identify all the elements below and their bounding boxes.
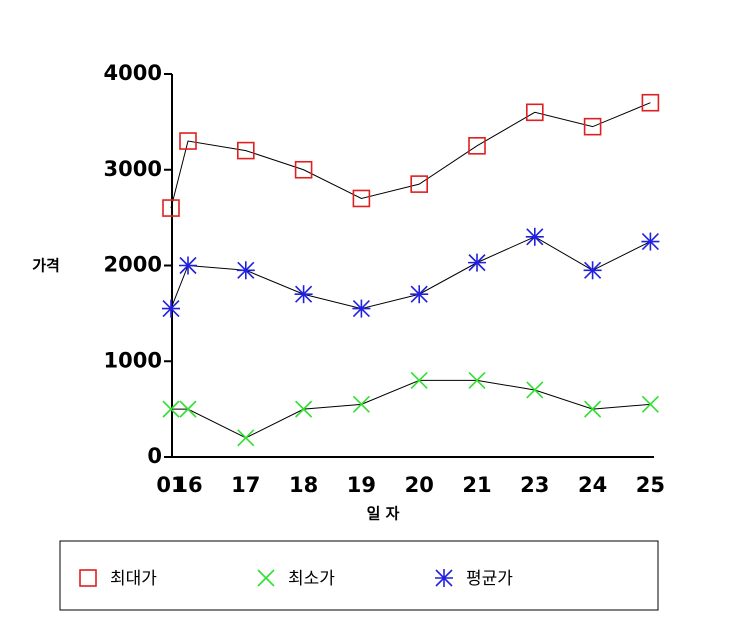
x-tick-label: 16 — [173, 473, 202, 497]
x-tick-label: 24 — [578, 473, 607, 497]
marker — [410, 371, 428, 389]
marker-square — [294, 160, 313, 179]
y-tick-label: 1000 — [104, 348, 162, 372]
marker — [583, 117, 602, 136]
marker — [237, 141, 255, 160]
series-line — [170, 102, 651, 209]
x-tick-label: 17 — [231, 473, 260, 497]
y-tick-label: 2000 — [104, 253, 162, 277]
marker-stroke — [295, 400, 313, 418]
marker — [179, 132, 197, 150]
y-tick-label: 3000 — [104, 157, 162, 181]
x-tick-label: 01 — [156, 473, 185, 497]
series-line — [171, 379, 651, 439]
legend-marker — [435, 569, 453, 587]
marker — [79, 569, 97, 587]
marker-square — [237, 141, 255, 160]
y-axis-label: 가격 — [32, 257, 60, 275]
x-tick-label: 19 — [347, 473, 376, 497]
marker-stroke — [641, 395, 659, 413]
legend-box — [59, 540, 659, 611]
marker — [179, 400, 197, 418]
marker — [435, 569, 453, 587]
marker-square — [583, 117, 602, 136]
y-tick-label: 0 — [147, 444, 162, 468]
marker — [468, 137, 486, 155]
marker-square — [162, 199, 180, 217]
marker — [352, 189, 371, 208]
marker — [237, 429, 255, 447]
marker-square — [79, 569, 97, 587]
marker-square — [352, 189, 371, 208]
legend-marker — [79, 569, 97, 587]
marker-stroke — [179, 400, 197, 418]
marker-square — [525, 103, 544, 122]
marker — [162, 299, 180, 318]
marker — [410, 175, 429, 193]
x-tick-label: 25 — [636, 473, 665, 497]
marker-stroke — [257, 569, 275, 587]
marker — [583, 261, 602, 280]
marker-stroke — [526, 381, 544, 399]
x-tick-label: 23 — [520, 473, 549, 497]
marker — [525, 227, 544, 246]
marker — [410, 285, 429, 304]
marker-square — [179, 132, 197, 150]
legend-label: 최소가 — [288, 569, 335, 589]
marker — [352, 395, 370, 413]
legend-marker — [257, 569, 275, 587]
marker — [468, 371, 486, 389]
marker — [641, 232, 660, 251]
marker — [641, 93, 660, 112]
marker-stroke — [584, 400, 602, 418]
marker — [294, 160, 313, 179]
marker-stroke — [352, 395, 370, 413]
marker — [162, 400, 180, 418]
y-tick-label: 4000 — [104, 61, 162, 85]
x-axis-label: 일 자 — [367, 505, 400, 523]
x-tick-label: 21 — [462, 473, 491, 497]
marker-stroke — [162, 400, 180, 418]
x-tick-label: 18 — [289, 473, 318, 497]
marker — [294, 285, 313, 304]
marker-square — [641, 93, 660, 112]
marker — [525, 103, 544, 122]
marker — [352, 299, 371, 318]
marker — [295, 400, 313, 418]
marker-square — [468, 137, 486, 155]
marker — [257, 569, 275, 587]
series-line — [170, 236, 651, 310]
marker-stroke — [237, 429, 255, 447]
x-tick-label: 20 — [405, 473, 434, 497]
marker — [162, 199, 180, 217]
marker-stroke — [468, 371, 486, 389]
marker-stroke — [410, 371, 428, 389]
marker — [584, 400, 602, 418]
legend-label: 최대가 — [110, 569, 157, 589]
marker — [641, 395, 659, 413]
marker — [179, 256, 197, 275]
marker — [526, 381, 544, 399]
legend-label: 평균가 — [466, 569, 513, 589]
marker — [468, 253, 486, 272]
marker-square — [410, 175, 429, 193]
marker — [236, 261, 255, 280]
